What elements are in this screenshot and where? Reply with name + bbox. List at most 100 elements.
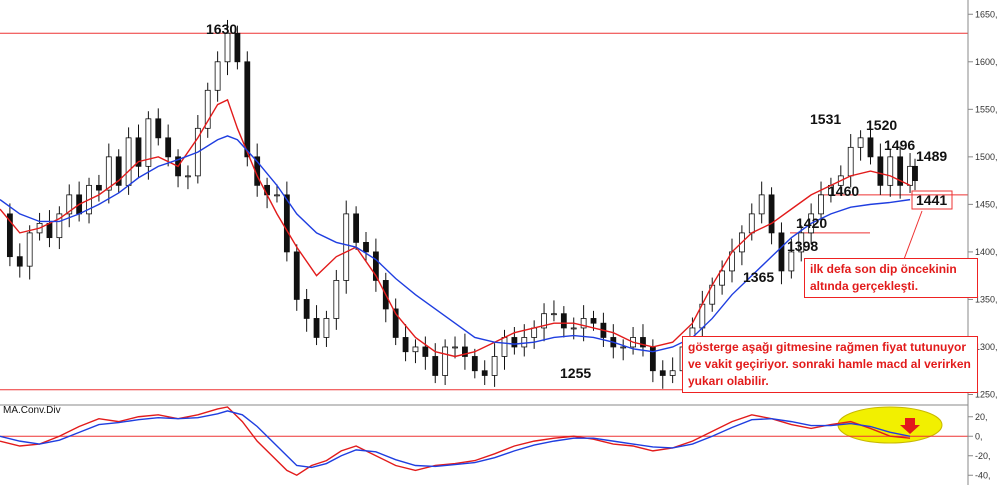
annotation-dip: ilk defa son dip öncekinin altında gerçe… <box>804 258 978 298</box>
candle-body <box>432 356 439 376</box>
candle-body <box>283 194 290 253</box>
candle-body <box>912 165 918 182</box>
candle-body <box>303 299 310 319</box>
candle-body <box>115 156 122 186</box>
candle-body <box>560 313 567 329</box>
candle-body <box>887 156 894 186</box>
macd-blue-line <box>0 410 911 469</box>
candle-body <box>125 137 132 186</box>
indicator-pane <box>0 406 968 477</box>
candle-body <box>501 337 508 357</box>
candle-body <box>96 184 102 191</box>
candle-body <box>145 118 152 167</box>
candle-body <box>649 346 656 372</box>
candle-body <box>481 370 488 376</box>
candle-body <box>155 118 162 139</box>
candle-body <box>907 165 913 186</box>
candle-body <box>135 137 142 167</box>
candle-body <box>412 346 419 353</box>
price-label-1496: 1496 <box>884 137 915 153</box>
annotation-macd: gösterge aşağı gitmesine rağmen fiyat tu… <box>682 336 978 393</box>
candle-body <box>402 337 409 353</box>
label-box-1441 <box>911 190 953 210</box>
candle-body <box>867 137 874 158</box>
price-tick-label: 1600, <box>975 57 998 67</box>
candle-body <box>26 232 33 267</box>
candle-body <box>333 280 340 319</box>
candle-body <box>56 213 63 239</box>
candle-body <box>541 313 547 329</box>
highlight-ellipse <box>837 406 943 444</box>
candle-body <box>847 146 854 177</box>
ma-slow-line <box>0 135 911 353</box>
price-tick-label: 1400, <box>975 247 998 257</box>
candle-body <box>313 318 320 338</box>
candle-body <box>659 370 666 376</box>
price-tick-label: 1300, <box>975 342 998 352</box>
candle-body <box>719 270 726 286</box>
candle-body <box>768 194 775 234</box>
candle-body <box>392 308 399 338</box>
candle-body <box>551 313 557 316</box>
candle-body <box>363 241 369 253</box>
macd-red-line <box>0 406 911 477</box>
price-label-1489: 1489 <box>916 148 947 164</box>
indicator-tick-label: 20, <box>975 412 988 422</box>
candle-body <box>165 137 172 158</box>
candle-body <box>748 213 755 234</box>
candle-body <box>788 251 795 272</box>
candle-body <box>214 61 221 91</box>
down-arrow-icon <box>900 418 920 434</box>
candle-body <box>105 156 112 191</box>
candle-body <box>570 327 577 330</box>
price-tick-label: 1450, <box>975 199 998 209</box>
candle-body <box>46 222 53 239</box>
candle-body <box>620 346 627 349</box>
candle-body <box>343 213 350 281</box>
candle-body <box>293 251 300 300</box>
candle-body <box>590 318 597 324</box>
candle-body <box>897 156 904 186</box>
candle-body <box>818 194 824 215</box>
candle-body <box>877 156 884 186</box>
candle-body <box>452 346 458 349</box>
price-label-1365: 1365 <box>743 269 774 285</box>
candle-body <box>274 194 280 197</box>
price-tick-label: 1250, <box>975 389 998 399</box>
price-label-1441: 1441 <box>916 192 947 208</box>
price-pane <box>0 19 968 391</box>
candle-body <box>669 370 676 376</box>
price-label-1520: 1520 <box>866 117 897 133</box>
candle-body <box>353 213 360 243</box>
indicator-title: MA.Conv.Div <box>3 405 61 416</box>
price-tick-label: 1500, <box>975 152 998 162</box>
candle-body <box>323 318 330 338</box>
price-label-1630: 1630 <box>206 21 237 37</box>
indicator-tick-label: 0, <box>975 431 983 441</box>
candle-body <box>16 256 23 267</box>
candle-body <box>471 356 478 372</box>
candle-body <box>66 194 73 215</box>
candle-body <box>798 232 805 253</box>
candle-body <box>234 32 241 63</box>
candle-body <box>580 318 587 329</box>
price-label-1460: 1460 <box>828 183 859 199</box>
indicator-tick-label: -40, <box>975 470 991 480</box>
price-label-1420: 1420 <box>796 215 827 231</box>
candle-body <box>224 32 231 63</box>
price-tick-label: 1550, <box>975 104 998 114</box>
candle-body <box>372 251 379 281</box>
candle-body <box>778 232 785 272</box>
price-label-1531: 1531 <box>810 111 841 127</box>
candle-body <box>6 213 13 258</box>
candle-body <box>204 89 211 129</box>
ma-fast-line <box>0 98 911 358</box>
candle-body <box>491 356 498 376</box>
candle-body <box>442 346 449 376</box>
candle-body <box>462 346 468 357</box>
price-tick-label: 1350, <box>975 294 998 304</box>
